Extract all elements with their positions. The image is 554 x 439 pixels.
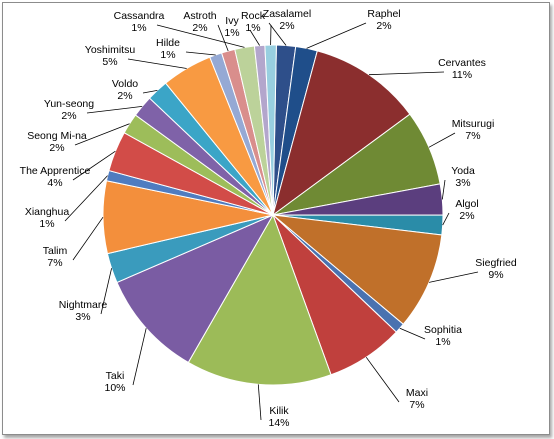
leader-line [74, 123, 130, 146]
leader-line [217, 24, 229, 52]
slice-name-label: Algol [455, 198, 478, 210]
slice-name-label: Ivy [225, 15, 239, 27]
slice-name-label: Xianghua [25, 206, 70, 218]
slice-name-label: Siegfried [475, 257, 517, 269]
leader-line [442, 212, 450, 226]
slice-percent-label: 14% [268, 417, 289, 429]
slice-percent-label: 3% [75, 311, 90, 323]
slice-name-label: Mitsurugi [452, 118, 495, 130]
slice-name-label: Yun-seong [44, 98, 94, 110]
slice-percent-label: 7% [47, 257, 62, 269]
slice-percent-label: 5% [102, 56, 117, 68]
leader-line [368, 71, 445, 76]
slice-percent-label: 1% [160, 49, 175, 61]
pie-slice-taki [116, 213, 275, 364]
slice-percent-label: 2% [459, 210, 474, 222]
slice-percent-label: 2% [49, 142, 64, 154]
slice-percent-label: 1% [39, 218, 54, 230]
leader-line [142, 90, 158, 94]
slice-name-label: Hilde [156, 37, 180, 49]
pie-slice-siegfried [271, 214, 443, 325]
leader-line [156, 24, 245, 48]
slice-name-label: Taki [106, 370, 125, 382]
leader-line [365, 356, 400, 403]
pie-slice-rock [264, 44, 277, 216]
slice-name-label: Rock [241, 10, 266, 22]
slice-percent-label: 7% [465, 130, 480, 142]
leader-line [185, 51, 216, 56]
chart-frame: Zasalamel 2% Raphel 2% Cervantes 11% Mitsurugi… [2, 2, 550, 435]
leader-line [429, 271, 479, 283]
pie-chart: Zasalamel2%Raphel2%Cervantes11%Mitsurugi… [20, 8, 517, 429]
slice-name-label: Seong Mi-na [27, 130, 87, 142]
slice-percent-label: 1% [224, 27, 239, 39]
slice-percent-label: 2% [376, 20, 391, 32]
leader-line [72, 216, 104, 261]
leader-line [428, 132, 456, 148]
slice-percent-label: 2% [117, 90, 132, 102]
leader-line [132, 328, 147, 386]
slice-percent-label: 7% [409, 399, 424, 411]
leader-line [441, 179, 446, 200]
slice-name-label: Raphel [367, 8, 400, 20]
leader-line [268, 22, 287, 46]
slice-percent-label: 1% [435, 336, 450, 348]
slice-name-label: Cassandra [114, 10, 165, 22]
leader-line [100, 268, 112, 315]
slice-percent-label: 2% [192, 22, 207, 34]
slice-name-label: Zasalamel [263, 8, 311, 20]
leader-line [306, 22, 367, 49]
leader-line [64, 175, 108, 222]
slice-percent-label: 3% [455, 177, 470, 189]
slice-percent-label: 2% [279, 20, 294, 32]
slice-percent-label: 10% [104, 382, 125, 394]
pie-slice-cervantes [272, 50, 411, 217]
slice-name-label: Cervantes [438, 57, 486, 69]
slice-percent-label: 9% [488, 269, 503, 281]
leader-line [86, 106, 143, 114]
slice-name-label: Sophitia [424, 324, 462, 336]
slice-name-label: The Apprentice [20, 165, 91, 177]
leader-line [72, 150, 116, 181]
leader-line [257, 384, 262, 421]
slice-name-label: Yoshimitsu [85, 44, 136, 56]
slice-percent-label: 4% [47, 177, 62, 189]
slice-name-label: Maxi [406, 387, 428, 399]
leader-line [249, 29, 260, 46]
slice-name-label: Talim [43, 245, 68, 257]
slice-percent-label: 1% [245, 22, 260, 34]
slice-name-label: Kilik [269, 405, 289, 417]
leader-line [127, 58, 187, 69]
slice-name-label: Voldo [112, 78, 138, 90]
slice-name-label: Astroth [183, 10, 216, 22]
leader-line [399, 327, 426, 340]
slice-name-label: Yoda [451, 165, 475, 177]
slice-percent-label: 1% [131, 22, 146, 34]
slice-name-label: Nightmare [59, 299, 108, 311]
slice-percent-label: 11% [452, 69, 472, 81]
slice-percent-label: 2% [61, 110, 76, 122]
pie-slice-kilik [187, 213, 332, 386]
